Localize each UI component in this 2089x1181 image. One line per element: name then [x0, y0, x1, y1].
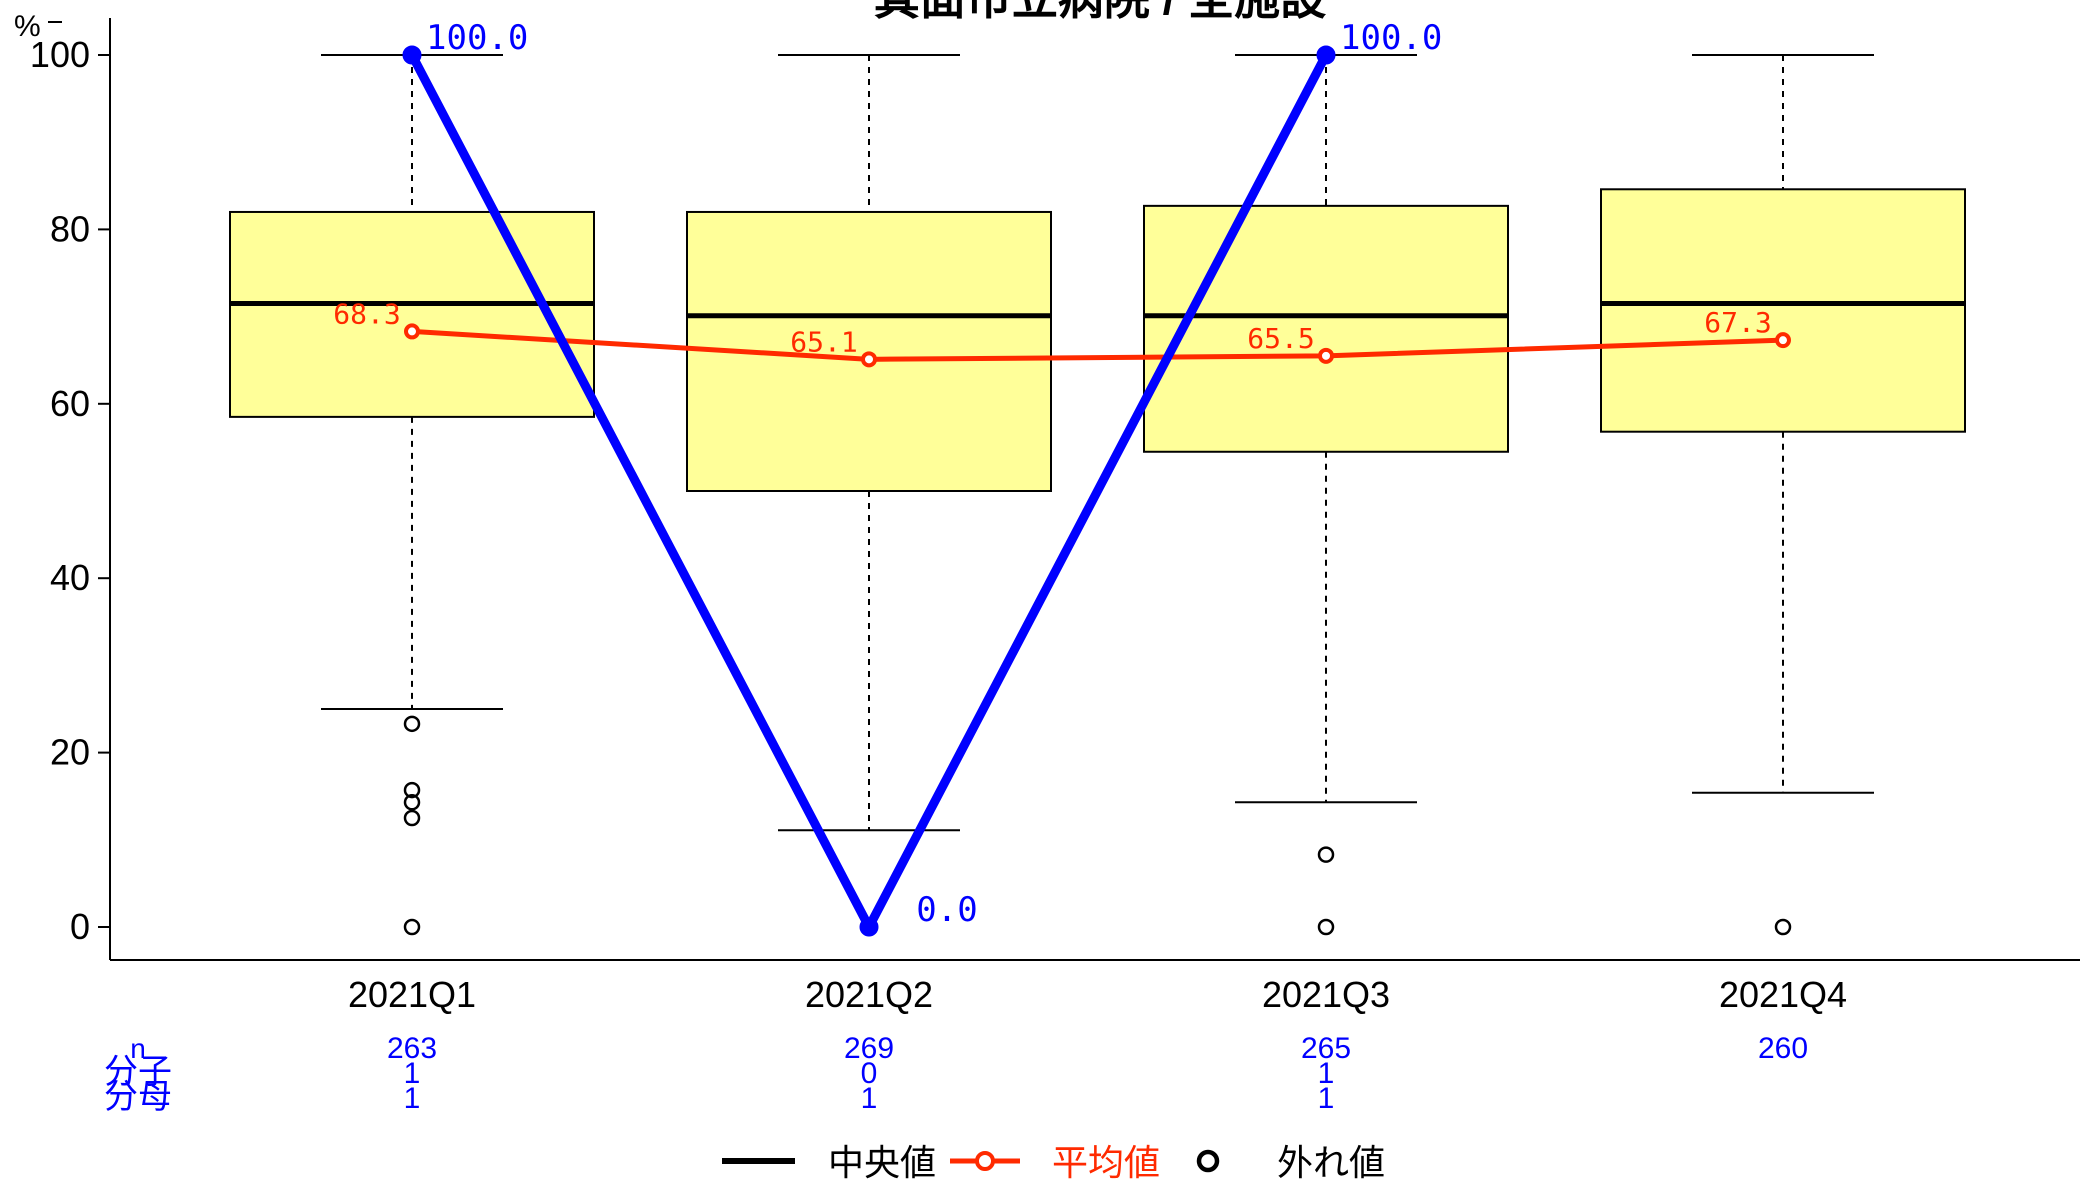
legend-outlier-marker [1196, 1149, 1220, 1173]
chart-title: 箕面市立病院 / 全施設 [874, 0, 1326, 24]
outlier-point [1317, 918, 1335, 936]
outlier-point [403, 715, 421, 733]
legend-median-label: 中央値 [828, 1142, 936, 1181]
hospital-point [1316, 45, 1336, 65]
mean-point [1318, 347, 1334, 364]
x-tick-label: 2021Q1 [348, 974, 476, 1015]
hospital-value-label: 100.0 [426, 18, 528, 58]
box-2021Q4 [1600, 54, 1966, 936]
y-tick-label: 20 [50, 732, 90, 773]
table-row-label: 分子 [104, 1053, 172, 1091]
box-iqr [1143, 204, 1509, 453]
outlier-point [1317, 846, 1335, 863]
box-iqr [229, 210, 595, 418]
box-iqr [1600, 188, 1966, 433]
mean-value-label: 67.3 [1704, 306, 1771, 339]
table-cell: 265 [1301, 1032, 1351, 1065]
mean-value-label: 65.5 [1247, 322, 1314, 355]
outlier-point [1774, 918, 1792, 936]
x-tick-label: 2021Q4 [1719, 974, 1847, 1015]
outlier-point [403, 794, 421, 811]
table-cell: 260 [1758, 1032, 1808, 1065]
y-tick-label: 100 [30, 34, 90, 75]
y-tick-label: 0 [70, 906, 90, 947]
x-tick-label: 2021Q2 [805, 974, 933, 1015]
hospital-point [859, 917, 879, 937]
y-tick-label: 40 [50, 557, 90, 598]
table-cell: 263 [387, 1032, 437, 1065]
axes: 0 20 40 60 80 100 2021Q1 2021Q2 2021Q3 2021Q4 [30, 18, 2080, 1015]
legend-mean-marker [975, 1151, 995, 1171]
table-cell: 1 [404, 1057, 421, 1090]
y-tick-label: 80 [50, 208, 90, 249]
mean-point [404, 323, 420, 340]
mean-value-label: 68.3 [333, 297, 400, 330]
legend-outlier-label: 外れ値 [1277, 1142, 1385, 1181]
table-row-label: 分母 [104, 1078, 172, 1116]
mean-series-line [411, 328, 1784, 362]
outlier-point [403, 809, 421, 827]
table-row-label: n [130, 1033, 146, 1064]
table-cell: 1 [1318, 1057, 1335, 1090]
hospital-value-label: 100.0 [1340, 18, 1442, 58]
box-2021Q2 [686, 54, 1052, 936]
mean-point [1775, 332, 1791, 349]
hospital-value-label: 0.0 [916, 890, 977, 930]
table-cell: 1 [404, 1082, 421, 1115]
mean-value-label: 65.1 [790, 325, 857, 358]
y-axis-unit: % [14, 10, 41, 43]
table-cell: 0 [861, 1057, 878, 1090]
box-2021Q1 [229, 54, 595, 936]
mean-point [861, 351, 877, 368]
table-cell: 269 [844, 1032, 894, 1065]
table-cell: 1 [861, 1082, 878, 1115]
legend: 中央値 平均値 外れ値 [722, 1142, 1385, 1181]
hospital-point [402, 45, 422, 65]
table-cell: 1 [1318, 1082, 1335, 1115]
legend-mean-label: 平均値 [1052, 1142, 1160, 1181]
outlier-point [403, 918, 421, 936]
outlier-point [403, 781, 421, 799]
x-tick-label: 2021Q3 [1262, 974, 1390, 1015]
box-2021Q3 [1143, 54, 1509, 936]
y-tick-label: 60 [50, 383, 90, 424]
series-lines: 68.3 65.1 65.5 67.3 100.0 0.0 100.0 [333, 18, 1791, 937]
